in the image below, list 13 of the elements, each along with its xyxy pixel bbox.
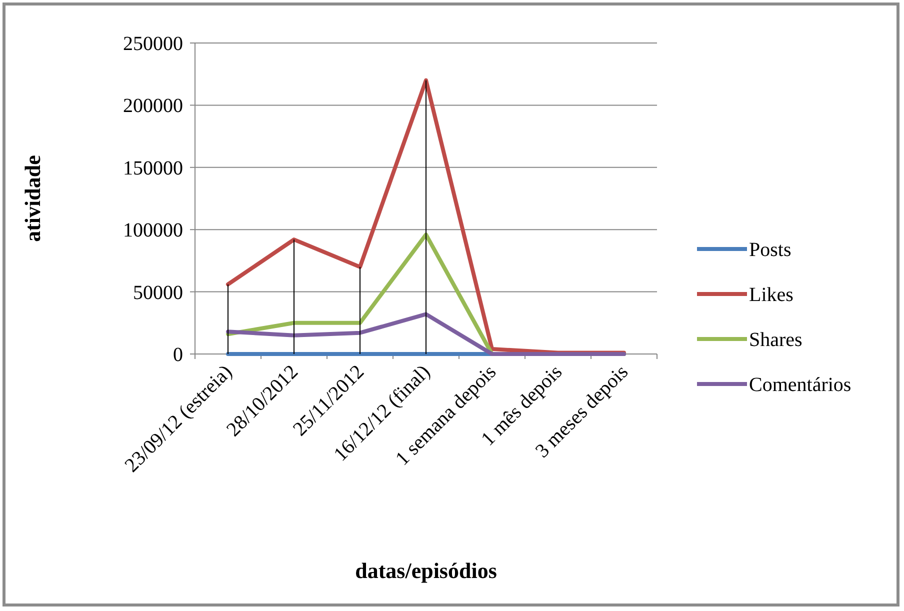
y-tick-label: 200000 bbox=[123, 95, 183, 118]
y-tick-label: 100000 bbox=[123, 220, 183, 242]
y-tick-label: 0 bbox=[173, 344, 183, 366]
line-series bbox=[226, 312, 626, 356]
legend-label: Comentários bbox=[749, 374, 852, 396]
y-tick-label: 50000 bbox=[133, 282, 183, 304]
legend-label: Shares bbox=[749, 329, 803, 351]
legend-label: Posts bbox=[749, 239, 792, 261]
x-axis-title: datas/episódios bbox=[355, 558, 498, 583]
y-tick-label: 150000 bbox=[123, 157, 183, 180]
y-tick-label: 250000 bbox=[123, 33, 183, 55]
legend-label: Likes bbox=[749, 284, 794, 306]
y-axis-title: atividade bbox=[20, 154, 45, 242]
